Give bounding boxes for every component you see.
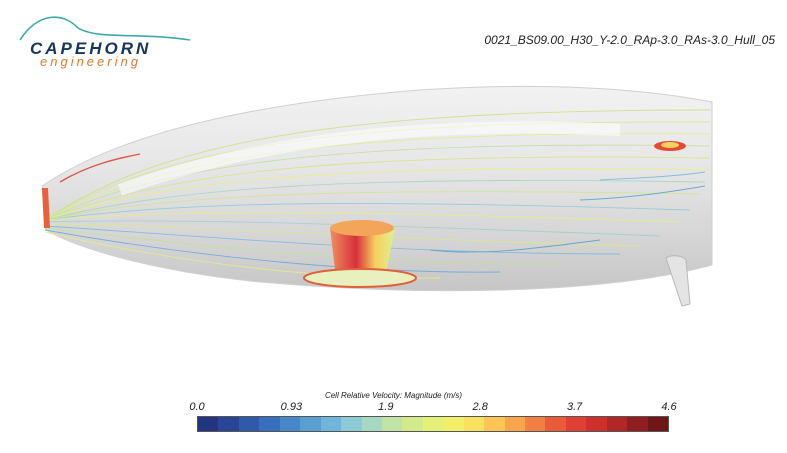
logo-arc-icon: [19, 16, 191, 41]
legend-tick-label: 0.0: [189, 401, 205, 413]
colorbar-swatch: [545, 417, 566, 431]
colorbar-swatch: [402, 417, 423, 431]
hull-streamline-render: [41, 85, 713, 307]
colorbar-swatch: [218, 417, 239, 431]
colorbar-swatch: [259, 417, 280, 431]
keel-bulb: [303, 268, 417, 288]
colorbar-swatch: [361, 417, 382, 431]
logo-name: CAPEHORN: [30, 39, 152, 58]
legend-tick-label: 1.9: [378, 401, 394, 413]
legend-tick-label: 4.6: [661, 401, 677, 413]
hull-shape: [41, 85, 713, 292]
colorbar-swatch: [341, 417, 362, 431]
colorbar-swatch: [443, 417, 464, 431]
colorbar-swatch: [565, 417, 587, 431]
colorbar-swatch: [627, 417, 648, 431]
colorbar-swatch: [504, 417, 525, 431]
colorbar-swatch: [381, 417, 403, 431]
legend-tick-label: 3.7: [566, 401, 583, 413]
logo-subtitle: engineering: [40, 54, 141, 69]
colorbar-swatch: [320, 417, 342, 431]
run-title: 0021_BS09.00_H30_Y-2.0_RAp-3.0_RAs-3.0_H…: [484, 33, 775, 47]
company-logo: CAPEHORN engineering: [18, 10, 193, 69]
colorbar-swatch: [300, 417, 321, 431]
colorbar-swatch: [586, 417, 607, 431]
colorbar-swatch: [606, 417, 628, 431]
rudder: [665, 255, 691, 307]
legend-tick-label: 2.8: [472, 401, 488, 413]
legend-title: Cell Relative Velocity: Magnitude (m/s): [324, 391, 463, 400]
colorbar-swatch: [198, 417, 219, 431]
colorbar-swatch: [238, 417, 260, 431]
bow-tip: [42, 188, 50, 228]
colorbar-swatch: [525, 417, 546, 431]
colorbar-swatch: [647, 417, 669, 431]
colorbar-swatch: [463, 417, 485, 431]
colorbar-swatch: [422, 417, 444, 431]
colorbar-swatch: [484, 417, 505, 431]
colorbar-swatch: [279, 417, 301, 431]
legend-tick-label: 0.93: [280, 401, 303, 413]
velocity-colorbar: [197, 416, 669, 432]
keel-strut: [330, 221, 395, 281]
